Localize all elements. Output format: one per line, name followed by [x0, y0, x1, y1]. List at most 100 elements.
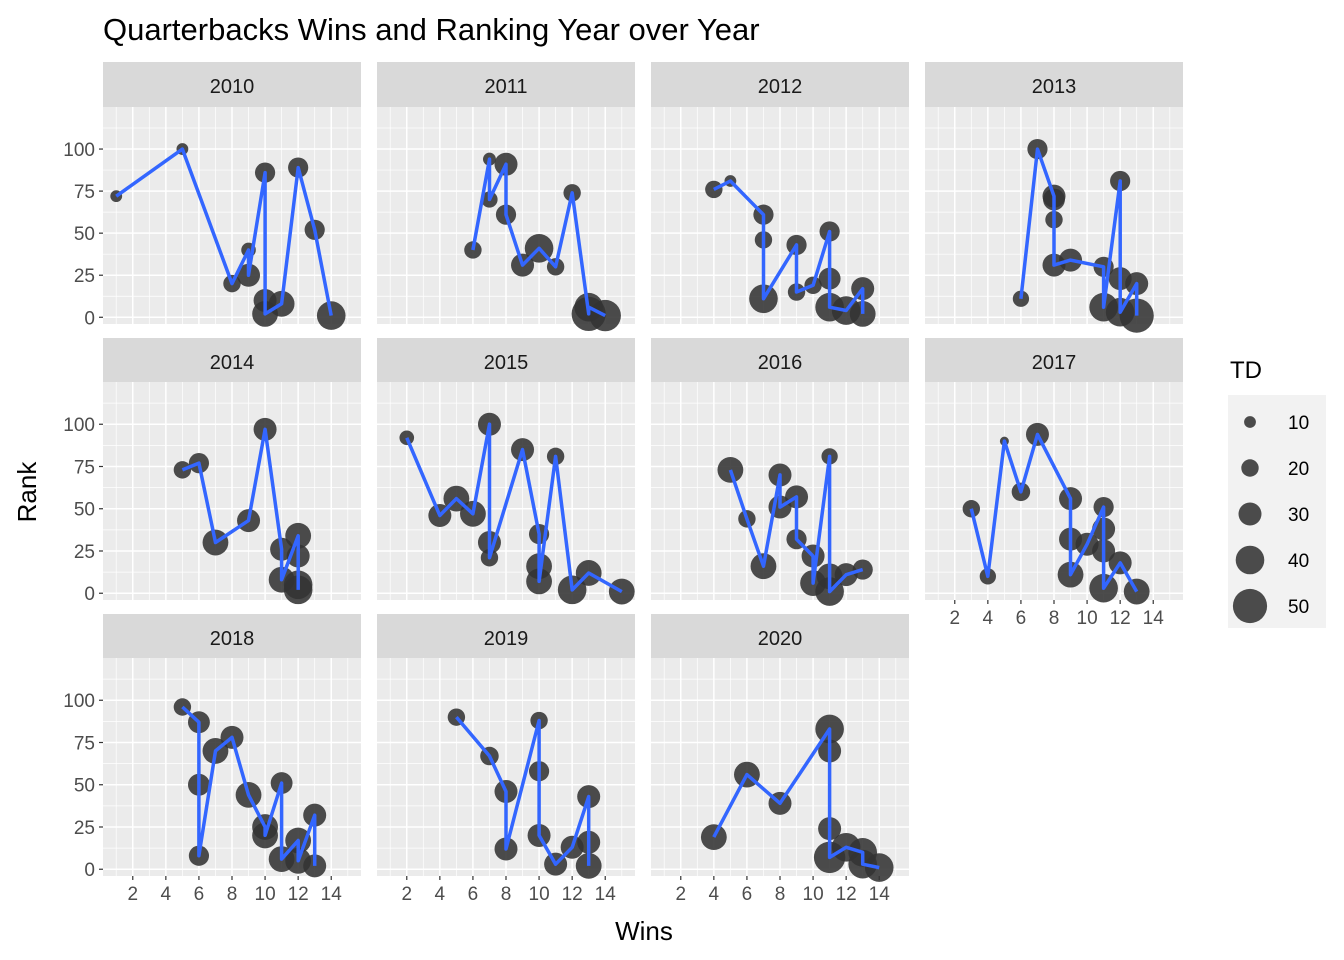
- facet-panel-2019: 2019 2 4 6 8 10 12 14: [377, 614, 635, 905]
- legend-label: 40: [1288, 551, 1309, 572]
- x-tick-label: 8: [501, 884, 512, 905]
- facet-strip: [103, 338, 361, 382]
- facet-strip: [925, 62, 1183, 107]
- facet-panel-2017: 2017 2 4 6 8 10 12 14: [925, 338, 1183, 629]
- facet-panel-2014: 2014 0 25 50 75 100: [63, 338, 361, 605]
- data-point: [173, 461, 192, 479]
- facet-panel-2013: 2013: [925, 62, 1183, 333]
- x-tick-label: 8: [227, 884, 238, 905]
- facet-panel-2015: 2015: [377, 338, 635, 605]
- trend-line: [713, 179, 865, 314]
- facet-strip: [103, 614, 361, 658]
- y-tick-label: 50: [74, 776, 95, 797]
- facet-strip-label: 2018: [210, 628, 255, 650]
- x-tick-label: 6: [1016, 608, 1027, 629]
- facet-strip-label: 2014: [210, 352, 255, 374]
- data-point: [864, 853, 894, 882]
- x-tick-label: 4: [983, 608, 994, 629]
- facet-panel-2012: 2012: [651, 62, 909, 327]
- facet-strip-label: 2017: [1032, 352, 1077, 374]
- x-tick-label: 2: [949, 608, 960, 629]
- x-tick-label: 8: [775, 884, 786, 905]
- x-tick-label: 8: [1049, 608, 1060, 629]
- legend-key-point: [1241, 459, 1259, 477]
- facet-strip: [377, 338, 635, 382]
- x-tick-label: 4: [161, 884, 172, 905]
- facet-strip: [377, 62, 635, 107]
- y-tick-label: 0: [84, 584, 95, 605]
- facet-panel-2011: 2011: [377, 62, 635, 332]
- y-tick-label: 100: [63, 691, 95, 712]
- y-tick-label: 100: [63, 415, 95, 436]
- facet-strip: [377, 614, 635, 658]
- size-legend: TD 10 20 30 40 50: [1228, 357, 1326, 628]
- x-axis-title: Wins: [615, 916, 673, 946]
- facet-strip: [651, 62, 909, 107]
- legend-title: TD: [1230, 357, 1262, 384]
- trend-line: [712, 727, 880, 870]
- x-tick-label: 2: [127, 884, 138, 905]
- legend-key-point: [1235, 545, 1265, 575]
- facet-strip: [651, 338, 909, 382]
- facet-panel-2020: 2020 2 4 6 8 10 12 14: [651, 614, 909, 905]
- y-tick-label: 25: [74, 542, 95, 563]
- chart-title: Quarterbacks Wins and Ranking Year over …: [103, 12, 760, 47]
- x-tick-label: 14: [321, 884, 343, 905]
- x-tick-label: 14: [869, 884, 891, 905]
- trend-line: [728, 454, 864, 594]
- y-tick-label: 25: [74, 818, 95, 839]
- x-tick-label: 6: [468, 884, 479, 905]
- facet-strip-label: 2010: [210, 76, 255, 98]
- facet-strip-label: 2015: [484, 352, 529, 374]
- trend-line: [181, 705, 317, 866]
- y-tick-label: 75: [74, 182, 95, 203]
- y-tick-label: 0: [84, 308, 95, 329]
- x-tick-label: 2: [675, 884, 686, 905]
- facet-strip-label: 2012: [758, 76, 803, 98]
- trend-line: [969, 432, 1139, 593]
- x-tick-label: 10: [529, 884, 550, 905]
- facet-panel-2016: 2016: [651, 338, 909, 606]
- x-tick-label: 4: [435, 884, 446, 905]
- facet-strip-label: 2020: [758, 628, 803, 650]
- x-tick-label: 4: [709, 884, 720, 905]
- x-tick-label: 12: [288, 884, 309, 905]
- x-tick-label: 10: [255, 884, 276, 905]
- x-tick-label: 6: [742, 884, 753, 905]
- x-tick-label: 10: [1077, 608, 1098, 629]
- data-point: [700, 824, 727, 851]
- trend-line: [1019, 147, 1139, 316]
- data-point: [717, 456, 744, 483]
- x-tick-label: 6: [194, 884, 205, 905]
- y-tick-label: 50: [74, 500, 95, 521]
- trend-line: [115, 147, 333, 316]
- legend-key-point: [1232, 588, 1268, 624]
- data-point: [589, 299, 621, 332]
- y-tick-label: 75: [74, 457, 95, 478]
- x-tick-label: 2: [401, 884, 412, 905]
- facet-panel-2018: 2018 0 25 50 75 100 2 4 6 8 10 12 14: [63, 614, 361, 905]
- facet-strip: [103, 62, 361, 107]
- trend-line: [181, 427, 300, 590]
- facet-strip-label: 2016: [758, 352, 803, 374]
- y-tick-label: 100: [63, 140, 95, 161]
- x-tick-label: 10: [803, 884, 824, 905]
- legend-label: 50: [1288, 597, 1309, 618]
- facet-panel-2010: 2010 0 25 50 75 100: [63, 62, 361, 330]
- trend-line: [471, 157, 606, 318]
- legend-key-point: [1238, 502, 1262, 526]
- legend-label: 20: [1288, 459, 1309, 480]
- facet-strip: [925, 338, 1183, 382]
- facet-strip-label: 2011: [484, 76, 527, 98]
- data-point: [399, 430, 415, 446]
- x-tick-label: 12: [562, 884, 583, 905]
- y-tick-label: 0: [84, 860, 95, 881]
- data-point: [849, 301, 876, 327]
- y-axis-title: Rank: [12, 461, 42, 523]
- y-tick-label: 25: [74, 266, 95, 287]
- facet-strip: [651, 614, 909, 658]
- trend-line: [405, 422, 623, 594]
- trend-line: [455, 715, 591, 866]
